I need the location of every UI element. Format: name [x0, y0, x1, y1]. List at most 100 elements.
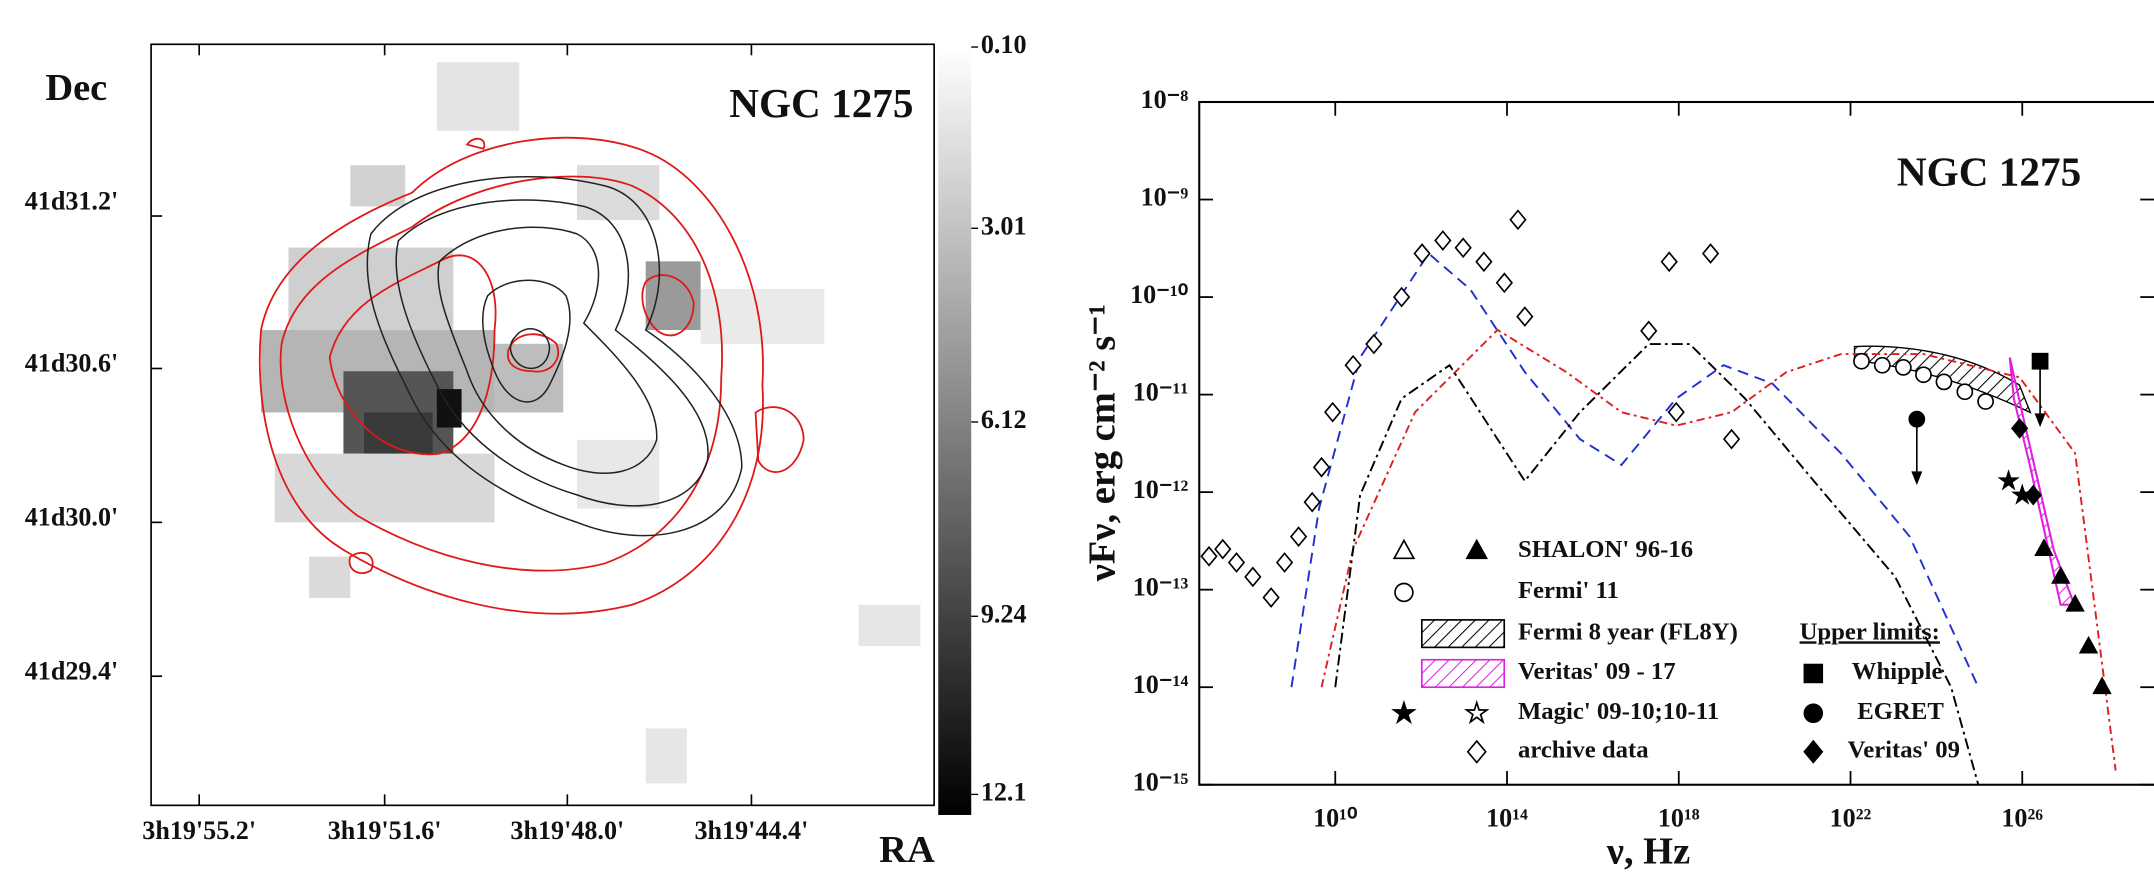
- point: [1227, 552, 1246, 573]
- point: [2051, 566, 2071, 584]
- point: [1701, 243, 1720, 264]
- legend-label: Whipple: [1852, 658, 1943, 685]
- legend-label: SHALON' 96-16: [1518, 536, 1693, 563]
- point: [1392, 286, 1411, 308]
- point: [1915, 366, 1932, 384]
- legend-label: Veritas' 09 - 17: [1518, 658, 1676, 685]
- y-tick-label: 10⁻¹⁵: [1133, 768, 1189, 797]
- point: [1516, 306, 1534, 327]
- point: [2078, 635, 2099, 654]
- y-tick-label: 10⁻¹²: [1133, 475, 1189, 504]
- x-tick-label: 10²⁶: [2001, 803, 2043, 832]
- colorbar-tick-label: 3.01: [981, 211, 1027, 240]
- legend-symbol: [1394, 582, 1414, 603]
- point: [1667, 401, 1685, 423]
- map-ticks: [151, 44, 753, 806]
- point: [1495, 272, 1513, 294]
- point: [1289, 526, 1308, 547]
- point: [1214, 538, 1232, 560]
- x-tick-label: 10¹⁰: [1313, 803, 1357, 832]
- point: [1324, 401, 1342, 423]
- black-contours: [366, 175, 743, 537]
- y-tick-label: 10⁻¹⁴: [1133, 670, 1189, 699]
- red-contours: [258, 136, 805, 615]
- x-axis-label: ν, Hz: [1606, 831, 1690, 873]
- point: [1275, 552, 1294, 573]
- point: [1344, 354, 1362, 376]
- point: [1509, 209, 1527, 231]
- dec-tick-label: 41d30.0': [25, 503, 119, 532]
- point: [1244, 566, 1262, 588]
- dec-tick-label: 41d31.2': [25, 187, 119, 216]
- dec-label: Dec: [45, 67, 107, 109]
- map-frame: [150, 43, 935, 807]
- legend-symbol: [1803, 663, 1824, 684]
- point: [2031, 352, 2049, 370]
- legend-symbol: [1392, 538, 1416, 560]
- upper-limit-arrowhead: [2034, 413, 2046, 428]
- point: [2034, 538, 2054, 557]
- x-tick-label: 10¹⁴: [1486, 803, 1528, 832]
- sed-chart: NGC 1275 ν, Hz νFν, erg cm⁻² s⁻¹ Fermi 8…: [1082, 85, 2154, 873]
- point: [1475, 251, 1493, 273]
- y-axis-label: νFν, erg cm⁻² s⁻¹: [1082, 304, 1124, 582]
- point: [1413, 243, 1431, 264]
- legend-label: Fermi 8 year (FL8Y): [1518, 618, 1738, 645]
- colorbar-tick-label: 6.12: [981, 405, 1027, 434]
- dec-tick-label: 41d30.6': [25, 349, 119, 378]
- colorbar: [938, 47, 972, 815]
- point: [1935, 373, 1953, 391]
- point: [1997, 469, 2020, 491]
- y-tick-label: 10⁻⁸: [1141, 85, 1189, 114]
- legend-label: EGRET: [1857, 698, 1944, 725]
- model-curve: [1334, 343, 1980, 785]
- point: [2011, 418, 2029, 439]
- legend-symbol: [1803, 703, 1824, 724]
- y-tick-label: 10⁻¹¹: [1133, 378, 1189, 407]
- legend-symbol: [1466, 739, 1487, 764]
- y-tick-label: 10⁻¹⁰: [1130, 280, 1188, 309]
- x-tick-label: 10¹⁸: [1658, 803, 1700, 832]
- point: [1956, 383, 1974, 401]
- point: [2065, 594, 2085, 612]
- legend-band-swatch: [1420, 619, 1506, 649]
- veritas-band: [2008, 357, 2076, 606]
- y-tick-label: 10⁻¹³: [1133, 573, 1189, 602]
- legend-symbol: [1391, 699, 1417, 725]
- plot-frame: [1198, 100, 2154, 786]
- point: [1434, 230, 1452, 251]
- chart-title: NGC 1275: [1897, 149, 2081, 195]
- point: [1365, 333, 1383, 355]
- colorbar-tick-label: 0.10: [981, 30, 1027, 59]
- sky-map: NGC 1275 Dec RA 41d31.2' 41d30.6' 41d30.…: [25, 30, 1027, 871]
- upper-limit-arrowhead: [1911, 471, 1923, 486]
- point: [1853, 352, 1870, 370]
- point: [1303, 491, 1321, 513]
- point: [1640, 320, 1658, 342]
- map-title: NGC 1275: [729, 80, 913, 126]
- legend-symbol: [1803, 739, 1824, 764]
- legend-symbol: [1465, 538, 1489, 560]
- ra-tick-label: 3h19'55.2': [142, 816, 256, 845]
- model-curve: [1320, 328, 2117, 771]
- legend-label: archive data: [1518, 736, 1649, 763]
- colorbar-tick-label: 9.24: [981, 599, 1027, 628]
- colorbar-ticks: 0.10 3.01 6.12 9.24 12.1: [971, 30, 1027, 806]
- dec-tick-label: 41d29.4': [25, 656, 119, 685]
- point: [1454, 237, 1472, 259]
- point: [2092, 676, 2112, 695]
- ra-label: RA: [879, 829, 935, 871]
- point: [1312, 456, 1331, 478]
- point: [1660, 251, 1678, 273]
- colorbar-tick-label: 12.1: [981, 777, 1027, 806]
- legend-label: Fermi' 11: [1518, 577, 1619, 604]
- legend-label: Veritas' 09: [1848, 736, 1960, 763]
- x-tick-label: 10²²: [1830, 803, 1872, 832]
- point: [1894, 359, 1912, 376]
- y-tick-label: 10⁻⁹: [1141, 183, 1189, 212]
- point: [1200, 545, 1218, 567]
- point: [2024, 484, 2042, 506]
- ra-tick-label: 3h19'51.6': [328, 816, 442, 845]
